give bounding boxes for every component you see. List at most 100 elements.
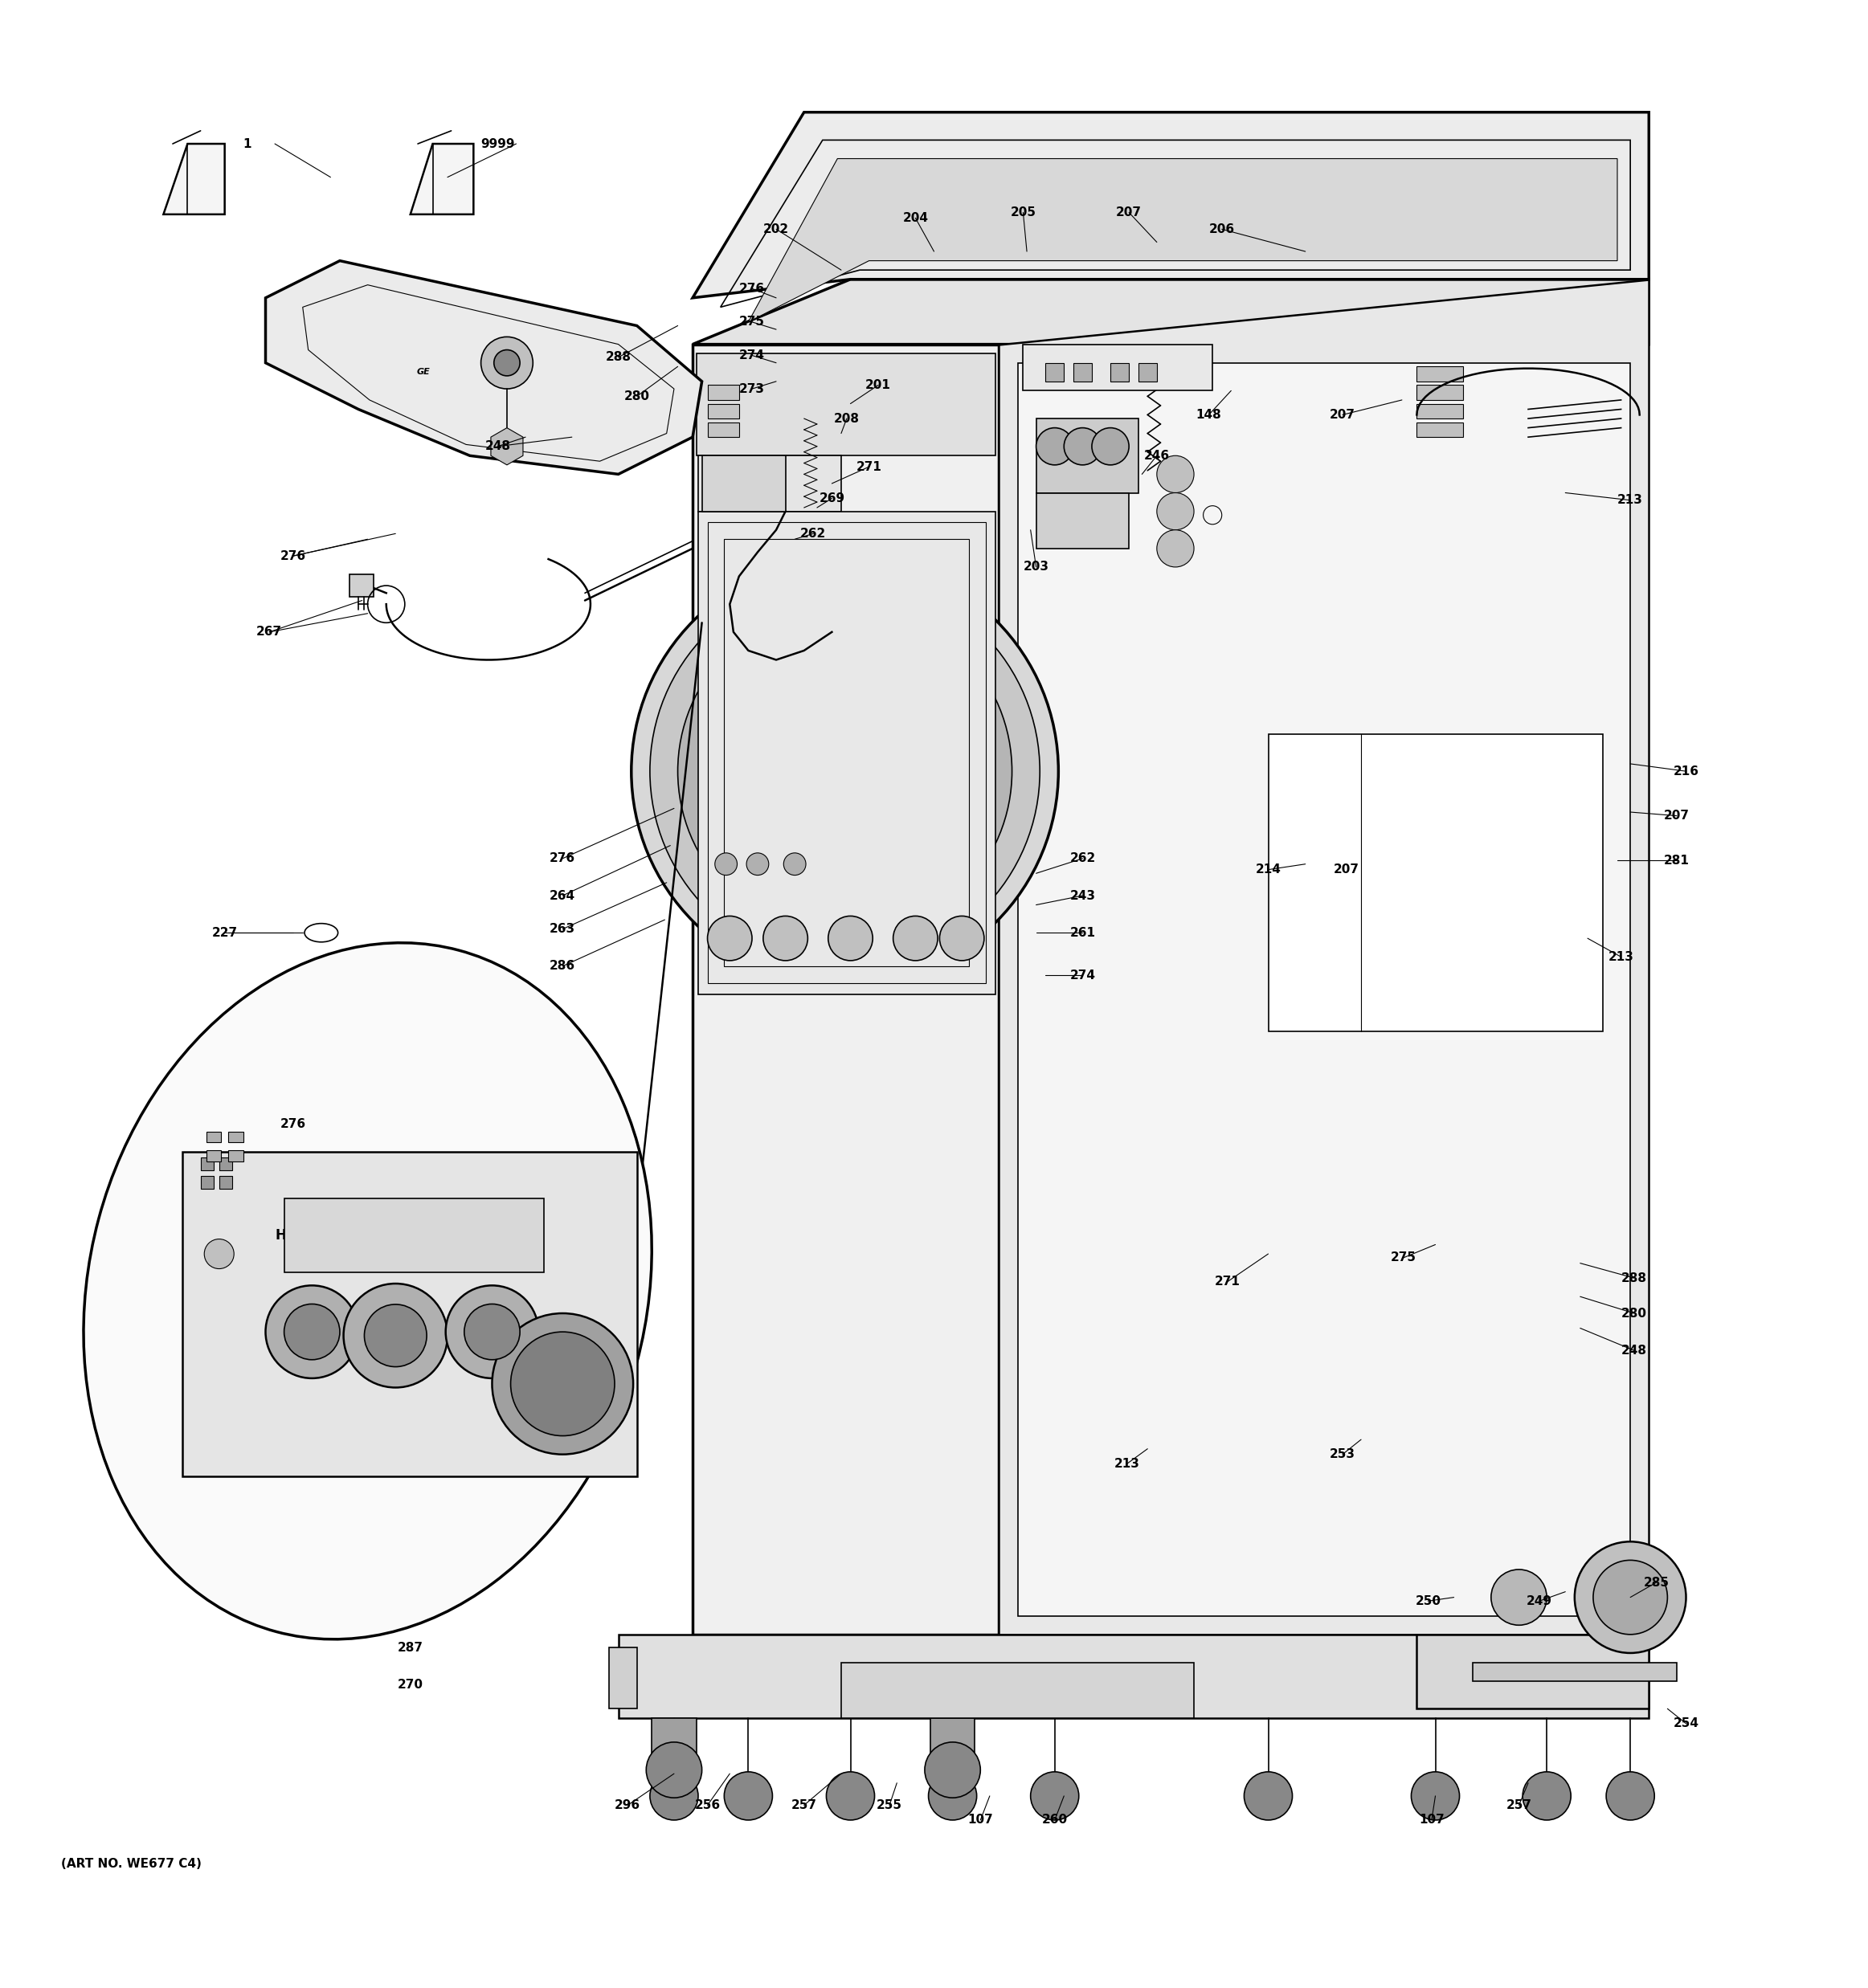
Text: 248: 248: [1621, 1344, 1648, 1356]
Polygon shape: [693, 111, 1649, 298]
Polygon shape: [200, 1157, 213, 1171]
Ellipse shape: [84, 942, 652, 1640]
Text: 274: 274: [1070, 970, 1095, 982]
Circle shape: [783, 853, 805, 875]
Text: 267: 267: [256, 626, 282, 638]
Polygon shape: [491, 427, 523, 465]
Polygon shape: [652, 1718, 697, 1765]
Text: 271: 271: [1214, 1276, 1240, 1288]
Circle shape: [925, 1741, 981, 1797]
Circle shape: [828, 916, 872, 960]
Text: H: H: [275, 1229, 286, 1242]
Text: 246: 246: [1143, 449, 1169, 461]
Text: 257: 257: [1506, 1799, 1532, 1811]
Text: 213: 213: [1608, 950, 1634, 962]
Polygon shape: [200, 1177, 213, 1189]
Circle shape: [1065, 427, 1100, 465]
Polygon shape: [228, 1149, 243, 1161]
Circle shape: [1575, 1541, 1687, 1652]
Circle shape: [706, 632, 984, 911]
Text: 9999: 9999: [480, 137, 516, 149]
Circle shape: [510, 1332, 615, 1435]
Polygon shape: [708, 421, 740, 437]
Polygon shape: [219, 1177, 232, 1189]
Circle shape: [1244, 1771, 1293, 1821]
Polygon shape: [265, 260, 702, 475]
Circle shape: [204, 1239, 234, 1268]
Text: 214: 214: [1255, 863, 1281, 875]
Polygon shape: [1472, 1662, 1677, 1680]
Polygon shape: [1110, 364, 1128, 382]
Polygon shape: [693, 344, 999, 1634]
Text: 254: 254: [1674, 1718, 1698, 1730]
Text: 280: 280: [624, 390, 650, 402]
Text: 250: 250: [1416, 1594, 1440, 1606]
Text: 148: 148: [1196, 410, 1222, 421]
Polygon shape: [999, 278, 1649, 1634]
Circle shape: [1156, 493, 1194, 531]
Polygon shape: [349, 575, 374, 596]
Circle shape: [940, 916, 984, 960]
Text: 207: 207: [1664, 809, 1689, 821]
Circle shape: [1491, 1569, 1547, 1624]
Text: 270: 270: [398, 1678, 424, 1690]
Text: 207: 207: [1115, 207, 1141, 219]
Circle shape: [364, 1304, 426, 1368]
Text: 276: 276: [740, 282, 764, 294]
Text: 281: 281: [1664, 855, 1689, 867]
Circle shape: [928, 1771, 977, 1821]
Polygon shape: [1416, 404, 1463, 419]
Polygon shape: [930, 1718, 975, 1765]
Text: 249: 249: [1526, 1594, 1552, 1606]
Text: 107: 107: [1420, 1815, 1444, 1827]
Circle shape: [826, 1771, 874, 1821]
Polygon shape: [205, 1131, 220, 1143]
Text: 269: 269: [818, 493, 844, 505]
Polygon shape: [228, 1131, 243, 1143]
Text: 276: 276: [280, 1117, 306, 1129]
Circle shape: [1410, 1771, 1459, 1821]
Text: 296: 296: [615, 1799, 641, 1811]
Text: 286: 286: [549, 960, 575, 972]
Text: 203: 203: [1024, 561, 1050, 573]
Polygon shape: [693, 278, 1649, 344]
Circle shape: [725, 1771, 773, 1821]
Circle shape: [493, 350, 519, 376]
Text: 204: 204: [902, 213, 928, 225]
Polygon shape: [1416, 366, 1463, 382]
Circle shape: [650, 1771, 699, 1821]
Text: 257: 257: [792, 1799, 816, 1811]
Text: 201: 201: [865, 380, 891, 392]
Circle shape: [344, 1284, 448, 1388]
Text: 107: 107: [968, 1815, 994, 1827]
Circle shape: [708, 916, 753, 960]
Text: 288: 288: [1621, 1272, 1648, 1284]
Polygon shape: [708, 386, 740, 400]
Text: 205: 205: [1011, 207, 1037, 219]
Polygon shape: [609, 1648, 637, 1710]
Polygon shape: [219, 1157, 232, 1171]
Text: 263: 263: [549, 922, 575, 934]
Text: 256: 256: [695, 1799, 721, 1811]
Circle shape: [1031, 1771, 1080, 1821]
Text: 285: 285: [1644, 1576, 1670, 1588]
Polygon shape: [411, 143, 473, 215]
Text: 260: 260: [1042, 1815, 1068, 1827]
Text: 207: 207: [1330, 410, 1356, 421]
Circle shape: [1156, 455, 1194, 493]
Circle shape: [480, 336, 532, 390]
Polygon shape: [1037, 419, 1138, 493]
Circle shape: [284, 1304, 340, 1360]
Polygon shape: [699, 455, 841, 511]
Polygon shape: [699, 511, 996, 994]
Polygon shape: [1018, 364, 1631, 1616]
Circle shape: [1091, 427, 1128, 465]
Circle shape: [1593, 1561, 1668, 1634]
Circle shape: [265, 1286, 359, 1378]
Text: 216: 216: [1674, 765, 1698, 777]
Polygon shape: [1074, 364, 1091, 382]
Circle shape: [678, 604, 1012, 938]
Text: 213: 213: [1618, 495, 1644, 507]
Text: 276: 276: [549, 853, 575, 865]
Circle shape: [1606, 1771, 1655, 1821]
